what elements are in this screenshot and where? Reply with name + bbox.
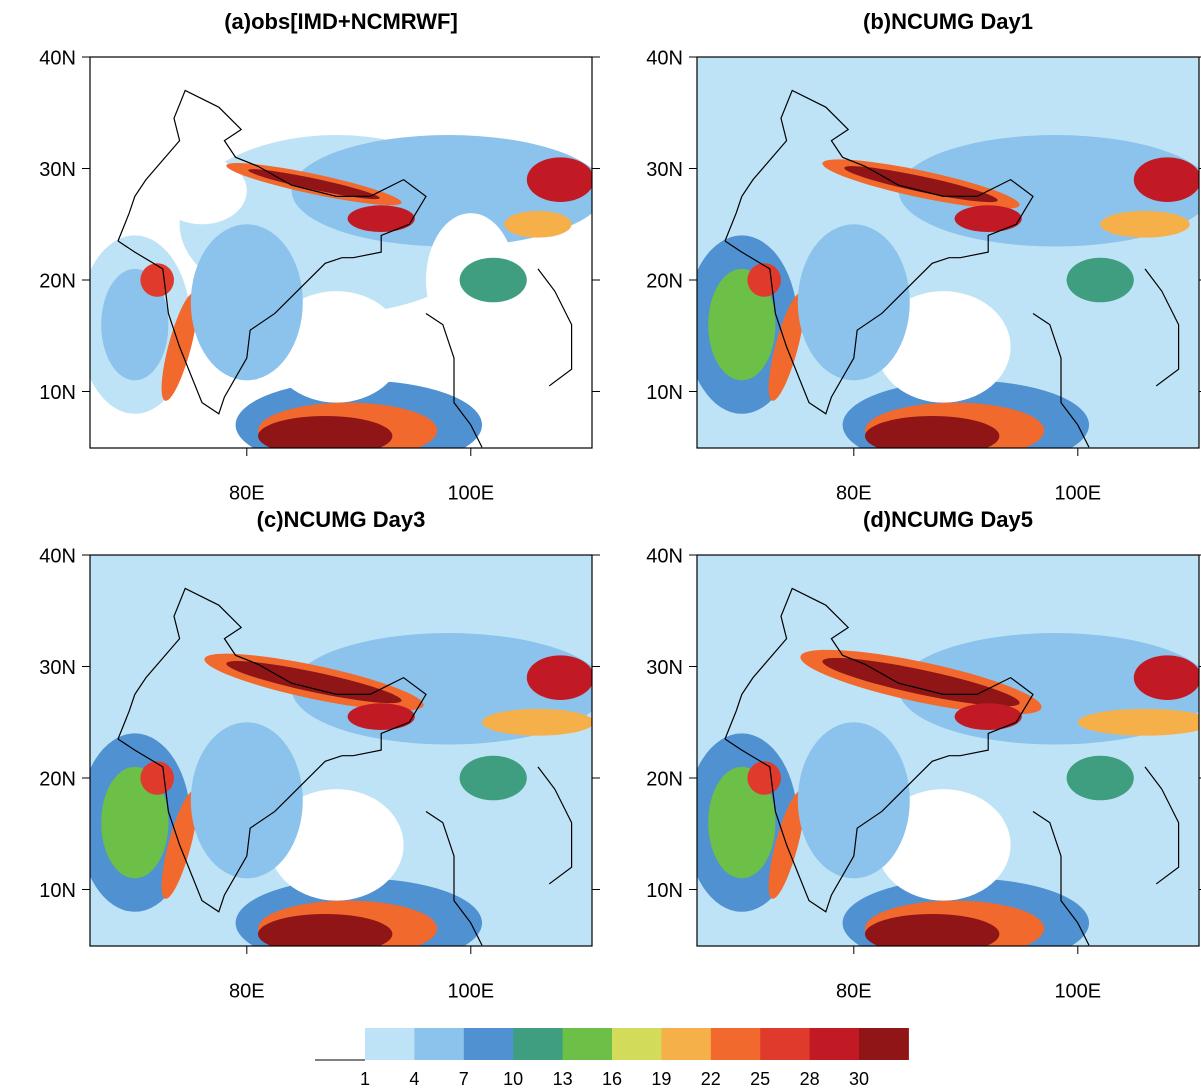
lon-label: 80E <box>229 482 265 504</box>
rain-area <box>865 914 999 954</box>
colorbar-box <box>365 1028 415 1060</box>
rain-area <box>504 211 571 238</box>
panel-title: (c)NCUMG Day3 <box>257 507 426 532</box>
lat-label: 40N <box>646 47 683 69</box>
rain-area <box>258 914 392 954</box>
rain-area <box>471 302 561 391</box>
colorbar-label: 13 <box>553 1069 573 1089</box>
lat-label: 10N <box>646 880 683 902</box>
colorbar-box <box>563 1028 613 1060</box>
colorbar-box <box>513 1028 563 1060</box>
rain-area <box>348 703 415 730</box>
lat-label: 30N <box>646 159 683 181</box>
rain-area <box>348 205 415 232</box>
map-panel: (b)NCUMG Day1 40N 30N 20N 10N 80E 100E <box>646 9 1201 504</box>
rain-field <box>686 57 1201 470</box>
colorbar-label: 19 <box>651 1069 671 1089</box>
colorbar-label: 4 <box>409 1069 419 1089</box>
colorbar-box <box>414 1028 464 1060</box>
lat-label: 10N <box>646 382 683 404</box>
rain-area <box>1100 211 1190 238</box>
lat-label: 30N <box>39 159 76 181</box>
rain-field <box>79 57 605 470</box>
rain-area <box>527 655 594 700</box>
rain-area <box>140 761 174 794</box>
colorbar-box <box>810 1028 860 1060</box>
lat-label: 20N <box>646 270 683 292</box>
panel-title: (d)NCUMG Day5 <box>863 507 1033 532</box>
lat-label: 40N <box>39 545 76 567</box>
lon-label: 100E <box>447 980 494 1002</box>
lon-label: 80E <box>836 980 872 1002</box>
rain-area <box>865 416 999 456</box>
lat-label: 20N <box>39 270 76 292</box>
lat-label: 10N <box>39 880 76 902</box>
colorbar-label: 16 <box>602 1069 622 1089</box>
colorbar-box <box>464 1028 514 1060</box>
colorbar-box <box>760 1028 810 1060</box>
rain-area <box>482 709 594 736</box>
rain-area <box>1067 756 1134 801</box>
colorbar-label: 28 <box>800 1069 820 1089</box>
rain-field <box>686 555 1201 968</box>
rain-area <box>460 258 527 303</box>
lat-label: 40N <box>646 545 683 567</box>
colorbar-label: 30 <box>849 1069 869 1089</box>
rain-field <box>79 555 605 968</box>
lon-label: 100E <box>1054 980 1101 1002</box>
rain-area <box>747 263 781 296</box>
lon-label: 100E <box>1054 482 1101 504</box>
lon-label: 80E <box>836 482 872 504</box>
rain-area <box>460 756 527 801</box>
colorbar-box <box>612 1028 662 1060</box>
colorbar-label: 22 <box>701 1069 721 1089</box>
rain-area <box>1067 258 1134 303</box>
figure: (a)obs[IMD+NCMRWF]40N30N20N10N80E100E(b)… <box>0 0 1201 1091</box>
lat-label: 30N <box>646 657 683 679</box>
lon-label: 100E <box>447 482 494 504</box>
map-panel: (a)obs[IMD+NCMRWF] 40N 30N 20N 10N 80E 100E <box>39 9 605 504</box>
rain-area <box>955 205 1022 232</box>
lat-label: 10N <box>39 382 76 404</box>
map-panel: (c)NCUMG Day3 40N 30N 20N 10N 80E 100E <box>39 507 605 1002</box>
lat-label: 40N <box>39 47 76 69</box>
rain-area <box>747 761 781 794</box>
colorbar-label: 25 <box>750 1069 770 1089</box>
lon-label: 80E <box>229 980 265 1002</box>
rain-area <box>955 703 1022 730</box>
colorbar-label: 7 <box>459 1069 469 1089</box>
rain-area <box>1134 157 1201 202</box>
colorbar-box <box>859 1028 909 1060</box>
rain-area <box>1134 655 1201 700</box>
colorbar-label: 10 <box>503 1069 523 1089</box>
panel-title: (b)NCUMG Day1 <box>863 9 1033 34</box>
rain-area <box>140 263 174 296</box>
panel-title: (a)obs[IMD+NCMRWF] <box>224 9 458 34</box>
rain-area <box>258 416 392 456</box>
colorbar-label: 1 <box>360 1069 370 1089</box>
rain-area <box>527 157 594 202</box>
lat-label: 20N <box>646 768 683 790</box>
colorbar-box <box>711 1028 761 1060</box>
lat-label: 30N <box>39 657 76 679</box>
map-panel: (d)NCUMG Day5 40N 30N 20N 10N 80E 100E <box>646 507 1201 1002</box>
colorbar-box <box>661 1028 711 1060</box>
lat-label: 20N <box>39 768 76 790</box>
